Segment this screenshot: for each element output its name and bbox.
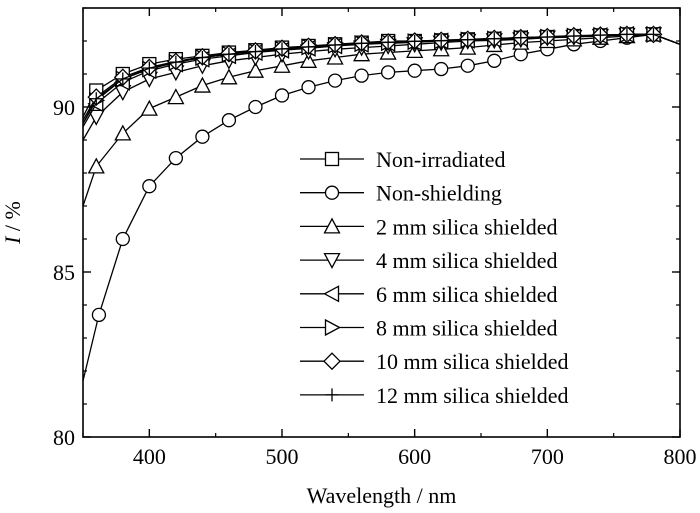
data-point <box>248 99 263 115</box>
data-point <box>87 157 105 174</box>
y-axis-title-var: I <box>0 235 25 245</box>
legend-marker <box>323 252 341 269</box>
legend-marker <box>325 388 339 402</box>
y-axis-title-unit: / % <box>0 201 25 236</box>
data-point <box>140 99 158 116</box>
legend-marker <box>324 151 340 167</box>
data-point <box>593 28 607 42</box>
plot-frame <box>82 7 681 438</box>
data-point <box>169 55 183 69</box>
data-point <box>274 88 290 103</box>
data-point <box>195 51 209 64</box>
series-layer <box>82 25 681 382</box>
legend-label: 6 mm silica shielded <box>376 282 557 307</box>
data-point <box>114 124 132 141</box>
data-point <box>327 73 343 88</box>
data-point <box>407 63 422 78</box>
legend-marker <box>324 318 341 337</box>
y-tick-label: 90 <box>53 95 75 120</box>
data-point <box>142 179 157 194</box>
legend-item: 4 mm silica shielded <box>300 248 557 273</box>
data-point <box>248 45 262 59</box>
x-axis-title: Wavelength / nm <box>307 483 457 508</box>
data-point <box>434 34 448 48</box>
legend-label: 2 mm silica shielded <box>376 214 557 239</box>
x-tick-label: 800 <box>664 444 697 469</box>
legend-item: Non-shielding <box>300 181 502 206</box>
data-point <box>168 150 184 166</box>
data-point <box>222 47 236 61</box>
data-point <box>195 129 210 144</box>
data-point <box>487 53 502 68</box>
y-tick-label: 80 <box>53 425 75 450</box>
data-point <box>646 27 660 41</box>
legend-label: Non-shielding <box>376 181 502 206</box>
legend-label: Non-irradiated <box>376 147 506 172</box>
data-point <box>460 58 475 73</box>
series-diamond <box>82 25 681 121</box>
data-point <box>87 109 105 126</box>
data-point <box>354 68 369 83</box>
data-point <box>302 40 316 54</box>
x-tick-label: 600 <box>398 444 431 469</box>
data-point <box>142 61 156 75</box>
legend-label: 10 mm silica shielded <box>376 349 568 374</box>
data-point <box>381 35 395 49</box>
data-point <box>620 27 634 41</box>
data-point <box>221 113 237 128</box>
data-point <box>193 76 211 93</box>
data-point <box>167 88 185 105</box>
y-axis-title: I / % <box>0 201 25 245</box>
data-point <box>328 38 342 52</box>
legend-marker <box>323 352 341 371</box>
data-point <box>115 231 130 247</box>
x-tick-label: 700 <box>531 444 564 469</box>
data-point <box>540 30 554 44</box>
data-point <box>380 65 396 80</box>
legend-item: 12 mm silica shielded <box>300 383 568 408</box>
data-point <box>301 80 316 95</box>
legend-label: 8 mm silica shielded <box>376 316 557 341</box>
data-point <box>514 31 528 45</box>
legend-item: Non-irradiated <box>300 147 506 172</box>
data-point <box>461 33 475 47</box>
legend-item: 10 mm silica shielded <box>300 349 568 374</box>
data-point <box>408 34 422 48</box>
legend-marker <box>323 217 341 234</box>
data-point <box>220 68 238 85</box>
data-point <box>91 307 107 323</box>
data-point <box>273 56 291 73</box>
data-point <box>246 61 265 78</box>
data-point <box>567 29 581 43</box>
legend-item: 6 mm silica shielded <box>300 282 557 307</box>
data-point <box>116 72 130 86</box>
data-point <box>434 61 449 77</box>
data-point <box>487 32 501 46</box>
tick-layer: 400 500 600 700 800 80 85 90 <box>53 7 697 469</box>
x-tick-label: 500 <box>266 444 299 469</box>
legend-label: 4 mm silica shielded <box>376 248 557 273</box>
legend-item: 8 mm silica shielded <box>300 316 557 341</box>
data-point <box>355 36 369 50</box>
series-plus <box>82 27 681 124</box>
legend-marker <box>324 185 340 200</box>
data-point <box>275 42 289 56</box>
data-point <box>89 92 103 106</box>
y-tick-label: 85 <box>53 260 75 285</box>
legend-marker <box>323 285 340 303</box>
legend-label: 12 mm silica shielded <box>376 383 568 408</box>
legend-item: 2 mm silica shielded <box>300 214 557 239</box>
x-tick-label: 400 <box>133 444 166 469</box>
legend: Non-irradiated Non-shielding 2 mm silica s… <box>300 147 568 408</box>
